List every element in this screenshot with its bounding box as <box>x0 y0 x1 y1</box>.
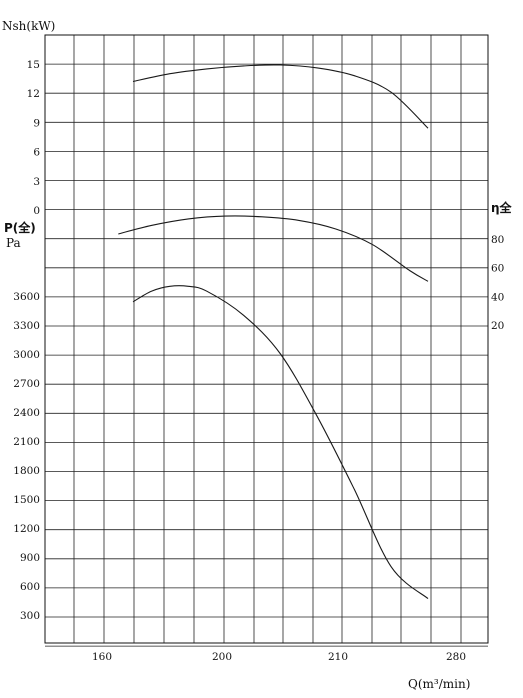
power-ticks: 15 12 9 6 3 0 <box>27 59 41 217</box>
pressure-tick-label: 1500 <box>13 494 40 506</box>
grid <box>44 34 489 647</box>
efficiency-curve <box>118 215 429 282</box>
efficiency-axis-label: η全 <box>491 200 513 215</box>
power-tick-label: 0 <box>33 205 40 217</box>
pressure-tick-label: 2700 <box>13 378 40 390</box>
x-tick-label: 210 <box>328 651 348 663</box>
pressure-curve <box>132 285 429 600</box>
pressure-tick-label: 1800 <box>13 465 40 477</box>
power-axis-label: Nsh(kW) <box>2 19 55 33</box>
pressure-axis-unit: Pa <box>6 236 21 250</box>
efficiency-tick-label: 40 <box>491 291 504 303</box>
power-tick-label: 6 <box>33 147 40 159</box>
power-tick-label: 12 <box>27 88 40 100</box>
pressure-tick-label: 900 <box>20 552 40 564</box>
efficiency-tick-label: 60 <box>491 263 504 275</box>
power-curve <box>132 64 429 129</box>
x-tick-label: 160 <box>92 651 112 663</box>
pressure-tick-label: 3000 <box>13 349 40 361</box>
pressure-tick-label: 2100 <box>13 436 40 448</box>
efficiency-tick-label: 20 <box>491 320 504 332</box>
power-tick-label: 3 <box>33 176 40 188</box>
x-ticks: 160 200 210 280 <box>92 651 466 663</box>
efficiency-ticks: 80 60 40 20 <box>491 234 504 332</box>
power-tick-label: 15 <box>27 59 40 71</box>
pressure-axis-label: P(全) <box>4 220 36 235</box>
x-axis-label: Q(m³/min) <box>408 677 470 691</box>
x-tick-label: 280 <box>446 651 466 663</box>
pressure-tick-label: 3300 <box>13 320 40 332</box>
pressure-ticks: 3600 3300 3000 2700 2400 2100 1800 1500 1200 900 6… <box>13 291 40 622</box>
series-layer <box>118 64 429 600</box>
plot-border <box>44 34 489 644</box>
pressure-tick-label: 3600 <box>13 291 40 303</box>
pressure-tick-label: 1200 <box>13 523 40 535</box>
pressure-tick-label: 2400 <box>13 407 40 419</box>
power-tick-label: 9 <box>33 117 40 129</box>
pressure-tick-label: 300 <box>20 610 40 622</box>
efficiency-tick-label: 80 <box>491 234 504 246</box>
x-tick-label: 200 <box>212 651 232 663</box>
pressure-tick-label: 600 <box>20 581 40 593</box>
plot-frame <box>44 34 489 644</box>
